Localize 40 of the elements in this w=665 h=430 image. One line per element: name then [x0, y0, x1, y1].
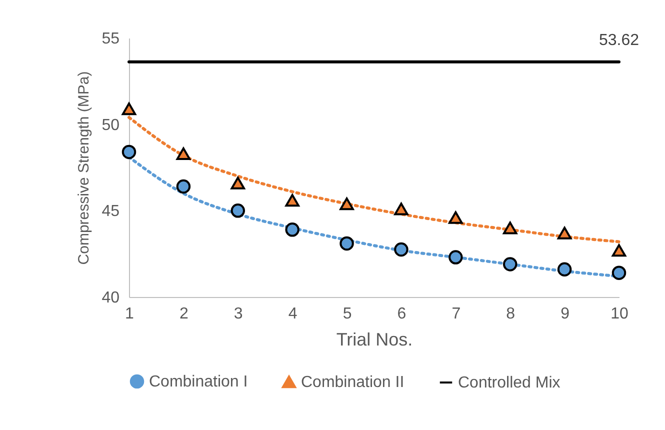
- point: [612, 244, 626, 257]
- legend-label: Controlled Mix: [458, 374, 560, 392]
- x-tick-label: 9: [560, 306, 570, 322]
- point: [122, 102, 136, 116]
- point: [502, 222, 518, 234]
- point: [502, 257, 518, 272]
- point: [394, 202, 408, 216]
- x-tick-label: 10: [610, 306, 628, 322]
- point: [230, 204, 246, 218]
- x-tick-label: 8: [506, 306, 516, 322]
- x-tick-label: 1: [125, 306, 134, 322]
- point: [557, 262, 572, 276]
- point: [448, 250, 463, 264]
- point: [176, 147, 191, 160]
- data-label: 53.62: [598, 32, 640, 49]
- point: [340, 197, 354, 210]
- x-tick-label: 5: [342, 306, 352, 322]
- point: [230, 176, 246, 190]
- y-tick-label: 45: [102, 203, 120, 220]
- x-tick-label: 7: [452, 306, 461, 322]
- x-tick-label: 4: [288, 306, 298, 322]
- legend-label: Combination I: [149, 373, 248, 390]
- x-tick-label: 2: [179, 306, 188, 322]
- x-axis-title: Trial Nos.: [336, 330, 413, 350]
- point: [612, 266, 626, 280]
- point: [285, 222, 300, 237]
- y-tick-label: 40: [102, 290, 120, 306]
- y-tick-label: 50: [102, 116, 120, 134]
- x-tick-label: 3: [234, 306, 243, 322]
- point: [122, 144, 136, 160]
- point: [176, 179, 191, 194]
- point: [448, 211, 463, 224]
- point: [394, 242, 408, 257]
- y-tick-label: 55: [102, 30, 120, 48]
- y-axis-title: Compressive Strength (MPa): [76, 71, 93, 265]
- point: [285, 194, 300, 207]
- legend-label: Combination II: [301, 374, 404, 391]
- x-tick-label: 6: [397, 306, 406, 322]
- point: [340, 236, 354, 251]
- point: [557, 226, 572, 240]
